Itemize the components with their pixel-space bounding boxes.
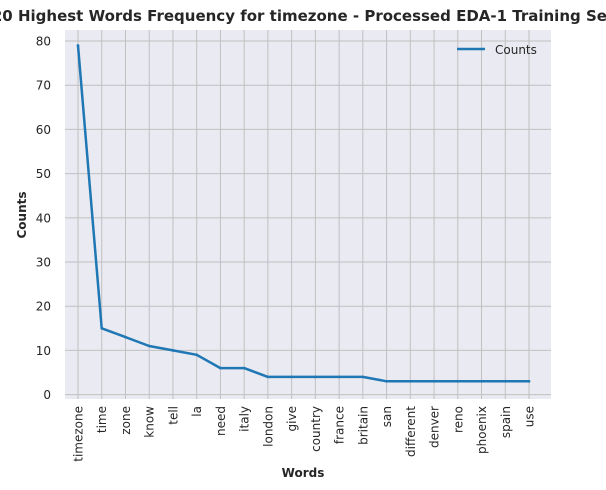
data-point [195, 353, 198, 357]
data-point [432, 380, 436, 383]
x-tick-label: london [261, 406, 275, 447]
x-tick-label: reno [451, 406, 465, 433]
x-tick-label: different [404, 406, 418, 457]
y-tick-label: 80 [36, 35, 51, 49]
data-point [124, 335, 127, 339]
data-point [361, 375, 365, 379]
y-tick-label: 70 [36, 79, 51, 93]
x-tick-label: zone [119, 406, 133, 435]
data-point [76, 44, 80, 47]
x-tick-label: give [285, 406, 299, 431]
data-point [219, 366, 222, 370]
data-point [314, 375, 317, 379]
data-point [266, 375, 270, 379]
chart-title: 20 Highest Words Frequency for timezone … [0, 7, 606, 25]
y-tick-label: 40 [36, 211, 51, 225]
data-point [527, 380, 531, 383]
series-line [76, 44, 531, 383]
x-axis: timezone time zone know tell la need italy londo… [72, 406, 537, 462]
x-tick-label: phoenix [475, 406, 489, 454]
series-group [76, 44, 531, 383]
data-point [337, 375, 341, 379]
x-tick-label: need [214, 406, 228, 436]
data-point [290, 375, 293, 379]
x-tick-label: tell [166, 406, 180, 425]
x-tick-label: la [190, 406, 204, 417]
data-point [242, 366, 246, 370]
data-point [385, 380, 388, 383]
x-tick-label: country [309, 406, 323, 452]
x-tick-label: denver [428, 406, 442, 448]
x-tick-label: know [143, 406, 157, 438]
x-tick-label: timezone [72, 406, 86, 462]
data-point [456, 380, 460, 383]
x-tick-label: san [380, 406, 394, 427]
y-tick-label: 10 [36, 344, 51, 358]
x-tick-label: france [333, 406, 347, 444]
data-point [409, 380, 412, 383]
data-point [171, 349, 175, 352]
y-tick-label: 60 [36, 123, 51, 137]
plot-area [65, 30, 551, 399]
y-tick-label: 0 [43, 388, 51, 402]
data-point [503, 380, 507, 383]
y-tick-label: 30 [36, 256, 51, 270]
x-tick-label: use [523, 406, 537, 427]
grid [65, 30, 551, 399]
x-tick-label: spain [499, 406, 513, 438]
y-tick-label: 20 [36, 300, 51, 314]
x-axis-label: Words [282, 466, 325, 480]
x-tick-label: italy [238, 406, 252, 432]
data-point [480, 380, 483, 383]
x-tick-label: time [95, 406, 109, 433]
legend-label: Counts [495, 43, 537, 57]
y-tick-label: 50 [36, 167, 51, 181]
data-point [147, 344, 151, 348]
data-point [100, 326, 104, 330]
legend: Counts [457, 43, 537, 57]
y-axis-label: Counts [15, 191, 29, 238]
x-tick-label: britain [356, 406, 370, 445]
y-axis: 0 10 20 30 40 50 60 70 80 [36, 35, 51, 403]
